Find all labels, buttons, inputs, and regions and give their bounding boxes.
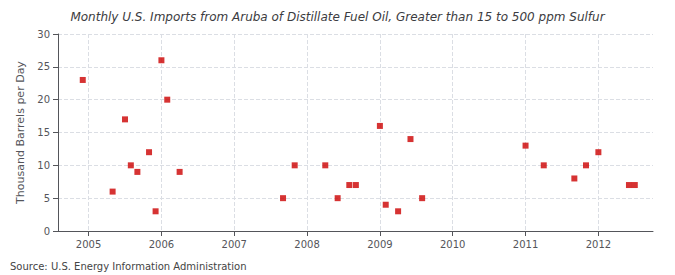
svg-text:20: 20 — [37, 94, 50, 105]
svg-text:25: 25 — [37, 61, 50, 72]
svg-text:30: 30 — [37, 29, 50, 40]
svg-text:10: 10 — [37, 160, 50, 171]
svg-text:Monthly U.S. Imports from Arub: Monthly U.S. Imports from Aruba of Disti… — [70, 10, 605, 24]
svg-text:2005: 2005 — [76, 239, 101, 250]
svg-text:2011: 2011 — [513, 239, 538, 250]
svg-text:Source: U.S. Energy Informatio: Source: U.S. Energy Information Administ… — [10, 261, 247, 272]
svg-text:2009: 2009 — [367, 239, 392, 250]
svg-text:2006: 2006 — [149, 239, 174, 250]
svg-text:5: 5 — [44, 193, 50, 204]
svg-text:0: 0 — [44, 226, 50, 237]
svg-text:2007: 2007 — [222, 239, 247, 250]
svg-text:2008: 2008 — [294, 239, 319, 250]
svg-text:2012: 2012 — [586, 239, 611, 250]
svg-text:15: 15 — [37, 127, 50, 138]
svg-text:2010: 2010 — [440, 239, 465, 250]
svg-text:Thousand Barrels per Day: Thousand Barrels per Day — [14, 61, 27, 205]
